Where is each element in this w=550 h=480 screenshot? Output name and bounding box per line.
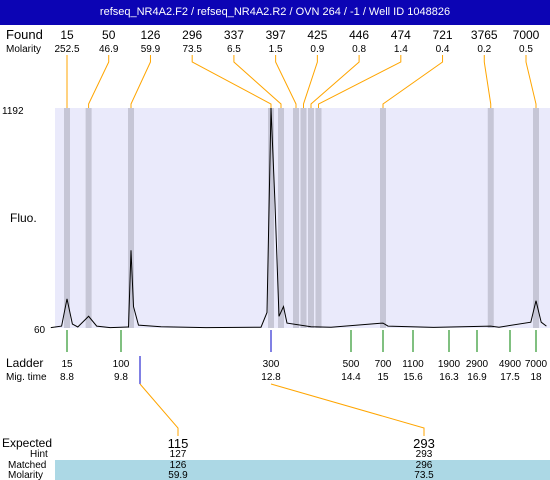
- found-size: 126: [140, 28, 160, 42]
- peak-band: [300, 108, 307, 328]
- found-size: 397: [266, 28, 286, 42]
- found-size: 425: [307, 28, 327, 42]
- ladder-time: 18: [530, 372, 542, 383]
- y-max-label: 1192: [2, 106, 24, 117]
- found-size: 446: [349, 28, 369, 42]
- found-molarity: 0.9: [310, 44, 324, 55]
- trace: [50, 107, 547, 329]
- peak-band: [268, 108, 274, 328]
- ladder-size: 1900: [438, 359, 461, 370]
- found-molarity: 73.5: [182, 44, 202, 55]
- fluorescence-trace: [50, 107, 547, 329]
- found-label: Found: [6, 27, 43, 42]
- peak-band: [315, 108, 322, 328]
- expected-connectors: [139, 383, 425, 436]
- found-connector: [130, 55, 151, 108]
- ladder-size: 7000: [525, 359, 548, 370]
- ladder-time: 14.4: [341, 372, 361, 383]
- ladder-time: 15: [377, 372, 389, 383]
- found-molarity: 1.4: [394, 44, 408, 55]
- found-connector: [310, 55, 360, 108]
- found-size: 337: [224, 28, 244, 42]
- peak-band: [64, 108, 70, 328]
- peak-band: [293, 108, 299, 328]
- expected-label: Expected: [2, 436, 52, 450]
- found-molarity: 0.4: [436, 44, 450, 55]
- ladder-size: 700: [375, 359, 392, 370]
- peak-band: [380, 108, 386, 328]
- found-molarity: 1.5: [269, 44, 283, 55]
- ladder-time: 12.8: [261, 372, 281, 383]
- molarity-row-label: Molarity: [8, 470, 43, 480]
- found-size: 15: [60, 28, 74, 42]
- peak-band: [128, 108, 134, 328]
- ladder-size: 2900: [466, 359, 489, 370]
- found-size: 296: [182, 28, 202, 42]
- ladder-size: 300: [263, 359, 280, 370]
- found-connector: [275, 55, 297, 108]
- found-molarity: 46.9: [99, 44, 119, 55]
- found-molarity: 0.2: [477, 44, 491, 55]
- hint-value: 293: [416, 449, 433, 460]
- ladder-size: 15: [61, 359, 73, 370]
- molarity-label: Molarity: [6, 44, 41, 55]
- found-connector: [88, 55, 110, 108]
- ladder-time: 8.8: [60, 372, 74, 383]
- ladder-size: 1100: [402, 359, 424, 370]
- molarity-value: 59.9: [168, 470, 188, 480]
- ladder-size: 500: [343, 359, 360, 370]
- ladder-label: Ladder: [6, 356, 43, 370]
- ladder-time: 16.3: [439, 372, 459, 383]
- found-molarity: 6.5: [227, 44, 241, 55]
- found-connector: [303, 55, 318, 108]
- ladder-ticks: 15 8.8 100 9.8 300 12.8 500 14.4 700 15 1100 15.6 19…: [60, 330, 548, 384]
- found-connector: [382, 55, 444, 108]
- peak-band: [85, 108, 92, 328]
- expected-connector: [139, 383, 179, 436]
- matched-value: 126: [170, 460, 187, 471]
- ladder-time: 16.9: [467, 372, 487, 383]
- peak-band: [487, 108, 494, 328]
- found-molarity: 0.8: [352, 44, 366, 55]
- peak-band: [533, 108, 539, 328]
- found-connector: [318, 55, 402, 108]
- expected-connector: [270, 383, 425, 436]
- found-size: 7000: [513, 28, 540, 42]
- found-molarity: 252.5: [54, 44, 79, 55]
- electropherogram: Found Molarity 15252.55046.912659.929673…: [2, 27, 550, 480]
- found-size: 3765: [471, 28, 498, 42]
- expected-size: 115: [168, 436, 189, 451]
- found-connector: [483, 55, 492, 108]
- found-molarity: 0.5: [519, 44, 533, 55]
- found-size: 474: [391, 28, 411, 42]
- expected-size: 293: [413, 436, 435, 451]
- peak-band: [308, 108, 314, 328]
- fluo-label: Fluo.: [10, 211, 37, 225]
- found-size: 50: [102, 28, 116, 42]
- found-peaks: 15 252.5 50 46.9 126 59.9 296 73.5 337 6.5 397 1.5 4…: [54, 28, 540, 108]
- matched-label: Matched: [8, 460, 46, 471]
- molarity-value: 73.5: [414, 470, 434, 480]
- found-connector: [191, 55, 272, 108]
- matched-row-background: [55, 460, 550, 480]
- ladder-time: 15.6: [403, 372, 423, 383]
- ladder-size: 4900: [499, 359, 522, 370]
- ladder-size: 100: [113, 359, 130, 370]
- chart-title: refseq_NR4A2.F2 / refseq_NR4A2.R2 / OVN …: [0, 0, 550, 25]
- peak-band: [278, 108, 284, 328]
- hint-label: Hint: [30, 449, 48, 460]
- found-molarity: 59.9: [141, 44, 161, 55]
- matched-value: 296: [416, 460, 433, 471]
- found-connector: [233, 55, 282, 108]
- hint-value: 127: [170, 449, 187, 460]
- ladder-time: 17.5: [500, 372, 520, 383]
- ladder-time: 9.8: [114, 372, 128, 383]
- found-size: 721: [433, 28, 453, 42]
- peak-bands: [64, 108, 539, 328]
- found-connector: [525, 55, 537, 108]
- mig-time-label: Mig. time: [6, 372, 47, 383]
- y-min-label: 60: [34, 325, 46, 336]
